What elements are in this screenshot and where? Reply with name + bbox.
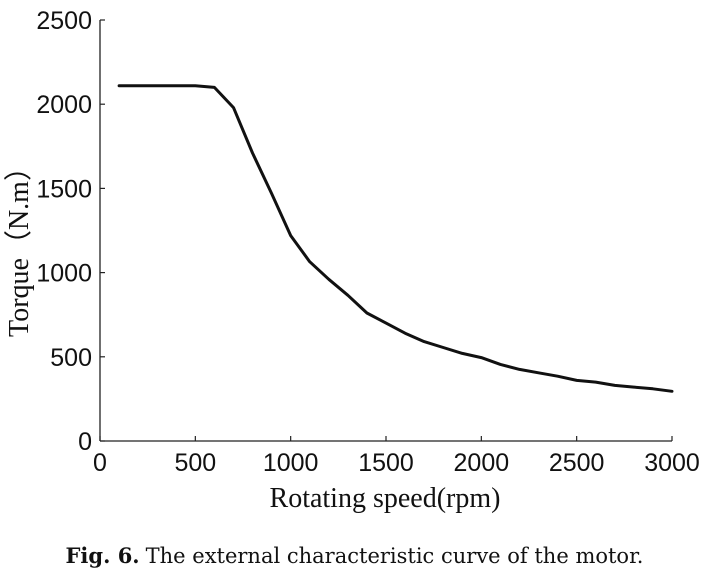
series-group xyxy=(117,84,674,393)
torque-speed-chart: 0 500 1000 1500 2000 2500 3000 0 500 1000 1500 2000… xyxy=(3,7,700,514)
x-tick-label: 1500 xyxy=(358,449,414,477)
x-tick-label: 2500 xyxy=(549,449,605,477)
x-tick-label: 0 xyxy=(93,449,107,477)
torque-curve-line xyxy=(117,84,674,393)
axes xyxy=(99,20,672,442)
caption-text: The external characteristic curve of the… xyxy=(145,544,644,568)
tick-labels: 0 500 1000 1500 2000 2500 3000 0 500 1000 1500 2000… xyxy=(36,7,699,477)
x-tick-label: 3000 xyxy=(644,449,700,477)
y-tick-label: 2000 xyxy=(36,91,92,119)
y-axis-label: Torque（N.m） xyxy=(3,153,35,337)
x-tick-label: 1000 xyxy=(263,449,319,477)
y-tick-label: 2500 xyxy=(36,7,92,35)
caption-label: Fig. 6. xyxy=(65,543,140,568)
y-tick-label: 500 xyxy=(50,344,92,372)
x-axis-label: Rotating speed(rpm) xyxy=(270,483,501,514)
x-tick-label: 2000 xyxy=(454,449,510,477)
tick-marks xyxy=(99,19,673,442)
x-tick-label: 500 xyxy=(174,449,216,477)
y-tick-label: 0 xyxy=(78,428,92,456)
y-tick-label: 1500 xyxy=(36,175,92,203)
figure-caption: Fig. 6. The external characteristic curve… xyxy=(0,543,709,568)
y-tick-label: 1000 xyxy=(36,260,92,288)
